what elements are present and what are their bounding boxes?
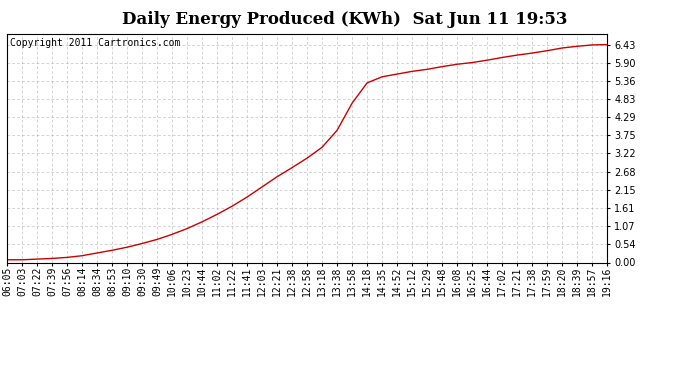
Text: Copyright 2011 Cartronics.com: Copyright 2011 Cartronics.com (10, 38, 180, 48)
Text: Daily Energy Produced (KWh)  Sat Jun 11 19:53: Daily Energy Produced (KWh) Sat Jun 11 1… (122, 11, 568, 28)
